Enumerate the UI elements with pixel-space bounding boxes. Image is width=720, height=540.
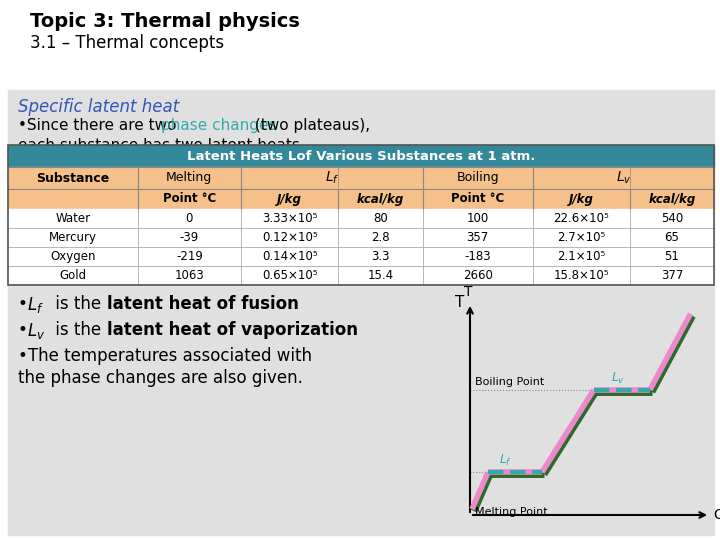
Text: is the: is the <box>50 321 107 339</box>
Text: kcal/kg: kcal/kg <box>648 192 696 206</box>
Bar <box>8 145 714 167</box>
Text: •: • <box>18 295 28 313</box>
Text: 65: 65 <box>665 231 680 244</box>
Text: .: . <box>346 321 351 339</box>
Text: $L_f$: $L_f$ <box>27 295 44 315</box>
Text: •Since there are two: •Since there are two <box>18 118 181 133</box>
Text: T: T <box>455 295 464 310</box>
Text: 100: 100 <box>467 212 489 225</box>
Text: 377: 377 <box>661 269 683 282</box>
Text: each substance has two latent heats.: each substance has two latent heats. <box>18 138 305 153</box>
Text: 0.65×10⁵: 0.65×10⁵ <box>262 269 318 282</box>
Bar <box>8 247 714 266</box>
Text: $L_f$: $L_f$ <box>499 453 512 468</box>
Text: Melting Point: Melting Point <box>475 507 548 517</box>
Text: (two plateaus),: (two plateaus), <box>250 118 370 133</box>
Text: latent heat of fusion: latent heat of fusion <box>107 295 299 313</box>
Text: J/kg: J/kg <box>569 192 594 206</box>
Text: 357: 357 <box>467 231 489 244</box>
Text: $L_v$: $L_v$ <box>616 170 631 186</box>
Text: Melting: Melting <box>166 172 212 185</box>
Text: Boiling: Boiling <box>456 172 499 185</box>
Text: Latent Heats Lof Various Substances at 1 atm.: Latent Heats Lof Various Substances at 1… <box>186 150 535 163</box>
Text: Oxygen: Oxygen <box>50 250 96 263</box>
Text: •The temperatures associated with: •The temperatures associated with <box>18 347 312 365</box>
Text: •: • <box>18 321 28 339</box>
Text: $L_v$: $L_v$ <box>611 370 625 386</box>
Text: 2.8: 2.8 <box>371 231 390 244</box>
Text: -39: -39 <box>180 231 199 244</box>
Text: 0: 0 <box>186 212 193 225</box>
Bar <box>8 189 714 209</box>
Text: phase changes: phase changes <box>161 118 276 133</box>
Text: 540: 540 <box>661 212 683 225</box>
Text: Substance: Substance <box>36 172 109 185</box>
Text: 1063: 1063 <box>174 269 204 282</box>
Text: is the: is the <box>50 295 107 313</box>
Text: 3.3: 3.3 <box>372 250 390 263</box>
Text: 0.12×10⁵: 0.12×10⁵ <box>262 231 318 244</box>
Text: 15.8×10⁵: 15.8×10⁵ <box>554 269 609 282</box>
Text: 3.33×10⁵: 3.33×10⁵ <box>262 212 318 225</box>
Bar <box>8 228 714 247</box>
Text: -183: -183 <box>464 250 491 263</box>
Bar <box>8 90 714 535</box>
Bar <box>8 266 714 285</box>
Bar <box>8 167 714 189</box>
Text: Point °C: Point °C <box>163 192 216 206</box>
Text: latent heat of vaporization: latent heat of vaporization <box>107 321 358 339</box>
Text: Water: Water <box>55 212 90 225</box>
Text: .: . <box>280 295 285 313</box>
Text: Topic 3: Thermal physics: Topic 3: Thermal physics <box>30 12 300 31</box>
Text: Q: Q <box>713 508 720 522</box>
Text: 0.14×10⁵: 0.14×10⁵ <box>262 250 318 263</box>
Text: $L_f$: $L_f$ <box>325 170 339 186</box>
Text: the phase changes are also given.: the phase changes are also given. <box>18 369 303 387</box>
Text: 80: 80 <box>373 212 388 225</box>
Text: 3.1 – Thermal concepts: 3.1 – Thermal concepts <box>30 34 224 52</box>
Text: J/kg: J/kg <box>277 192 302 206</box>
Text: kcal/kg: kcal/kg <box>357 192 404 206</box>
Text: Boiling Point: Boiling Point <box>475 377 544 387</box>
Bar <box>8 145 714 285</box>
Text: -219: -219 <box>176 250 203 263</box>
Bar <box>0 0 720 90</box>
Text: 22.6×10⁵: 22.6×10⁵ <box>554 212 609 225</box>
Bar <box>8 209 714 228</box>
Text: Point °C: Point °C <box>451 192 504 206</box>
Text: Specific latent heat: Specific latent heat <box>18 98 179 116</box>
Text: Gold: Gold <box>59 269 86 282</box>
Text: 2660: 2660 <box>463 269 492 282</box>
Text: T: T <box>464 285 472 299</box>
Text: 15.4: 15.4 <box>367 269 394 282</box>
Text: $L_v$: $L_v$ <box>27 321 45 341</box>
Text: 2.7×10⁵: 2.7×10⁵ <box>557 231 606 244</box>
Text: Mercury: Mercury <box>49 231 96 244</box>
Text: 2.1×10⁵: 2.1×10⁵ <box>557 250 606 263</box>
Text: 51: 51 <box>665 250 680 263</box>
